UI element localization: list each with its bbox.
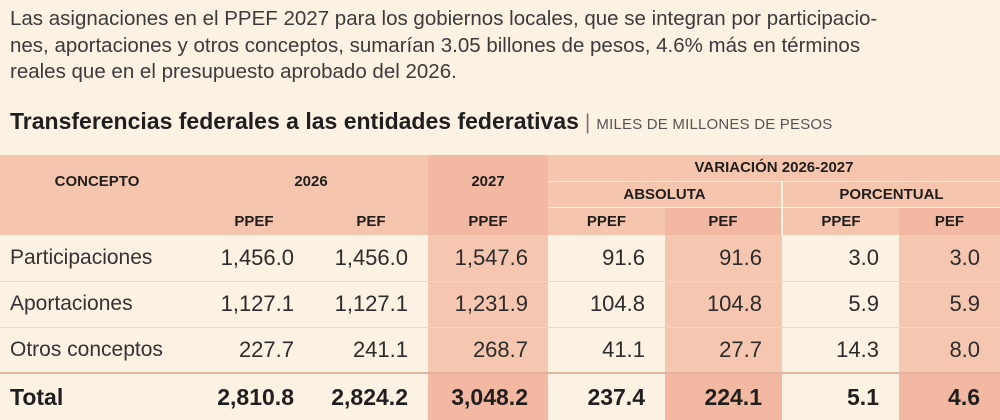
cell-2026-pef: 241.1 [314, 327, 428, 374]
intro-line: Las asignaciones en el PPEF 2027 para lo… [10, 7, 878, 30]
cell-2026-pef: 1,456.0 [314, 235, 428, 282]
total-2026-ppef: 2,810.8 [194, 372, 314, 420]
table-row: Aportaciones 1,127.1 1,127.1 1,231.9 104… [0, 281, 1000, 328]
cell-pct-ppef: 14.3 [782, 327, 899, 374]
total-pct-ppef: 5.1 [782, 372, 899, 420]
table-row: Participaciones 1,456.0 1,456.0 1,547.6 … [0, 235, 1000, 282]
title-separator: | [584, 111, 591, 134]
cell-abs-pef: 27.7 [665, 327, 782, 374]
subheader-2026-ppef: PPEF [194, 207, 314, 235]
header-2026: 2026 [194, 155, 428, 207]
cell-2027-ppef: 268.7 [428, 327, 548, 374]
transfers-table: CONCEPTO 2026 2027 VARIACIÓN 2026-2027 A… [0, 155, 1000, 420]
table-row: Otros conceptos 227.7 241.1 268.7 41.1 2… [0, 327, 1000, 374]
header-porcentual: PORCENTUAL [780, 181, 1000, 208]
cell-pct-pef: 3.0 [899, 235, 1000, 282]
row-label: Otros conceptos [0, 327, 194, 374]
header-blank [0, 207, 194, 235]
subheader-abs-ppef: PPEF [548, 207, 665, 235]
subheader-pct-pef: PEF [899, 207, 1000, 235]
unit-label: MILES DE MILLONES DE PESOS [596, 116, 833, 133]
header-absoluta: ABSOLUTA [548, 181, 782, 208]
cell-2026-ppef: 1,127.1 [194, 281, 314, 328]
total-2026-pef: 2,824.2 [314, 372, 428, 420]
intro-paragraph: Las asignaciones en el PPEF 2027 para lo… [10, 6, 985, 86]
intro-line: nes, aportaciones y otros conceptos, sum… [10, 33, 861, 57]
cell-pct-pef: 8.0 [899, 327, 1000, 374]
cell-abs-ppef: 91.6 [548, 235, 665, 282]
cell-abs-ppef: 41.1 [548, 327, 665, 374]
cell-pct-pef: 5.9 [899, 281, 1000, 328]
cell-abs-ppef: 104.8 [548, 281, 665, 328]
subheader-2026-pef: PEF [314, 207, 428, 235]
intro-line: reales que en el presupuesto aprobado de… [10, 60, 457, 83]
cell-2027-ppef: 1,231.9 [428, 281, 548, 328]
subheader-2027-ppef: PPEF [428, 207, 548, 235]
subheader-pct-ppef: PPEF [781, 207, 899, 235]
cell-2026-ppef: 227.7 [194, 327, 314, 374]
table-title: Transferencias federales a las entidades… [10, 108, 579, 134]
total-pct-pef: 4.6 [899, 372, 1000, 420]
row-label: Participaciones [0, 235, 194, 282]
table-heading: Transferencias federales a las entidades… [10, 108, 833, 135]
total-abs-pef: 224.1 [665, 372, 782, 420]
subheader-abs-pef: PEF [665, 207, 782, 235]
total-label: Total [0, 372, 194, 420]
header-2027: 2027 [428, 155, 548, 207]
total-row: Total 2,810.8 2,824.2 3,048.2 237.4 224.… [0, 372, 1000, 420]
cell-abs-pef: 104.8 [665, 281, 782, 328]
total-abs-ppef: 237.4 [548, 372, 665, 420]
cell-pct-ppef: 5.9 [782, 281, 899, 328]
cell-2026-ppef: 1,456.0 [194, 235, 314, 282]
header-variacion: VARIACIÓN 2026-2027 [548, 155, 1000, 182]
row-label: Aportaciones [0, 281, 194, 328]
header-concepto: CONCEPTO [0, 155, 194, 207]
cell-pct-ppef: 3.0 [782, 235, 899, 282]
cell-2026-pef: 1,127.1 [314, 281, 428, 328]
cell-2027-ppef: 1,547.6 [428, 235, 548, 282]
total-2027-ppef: 3,048.2 [428, 372, 548, 420]
cell-abs-pef: 91.6 [665, 235, 782, 282]
